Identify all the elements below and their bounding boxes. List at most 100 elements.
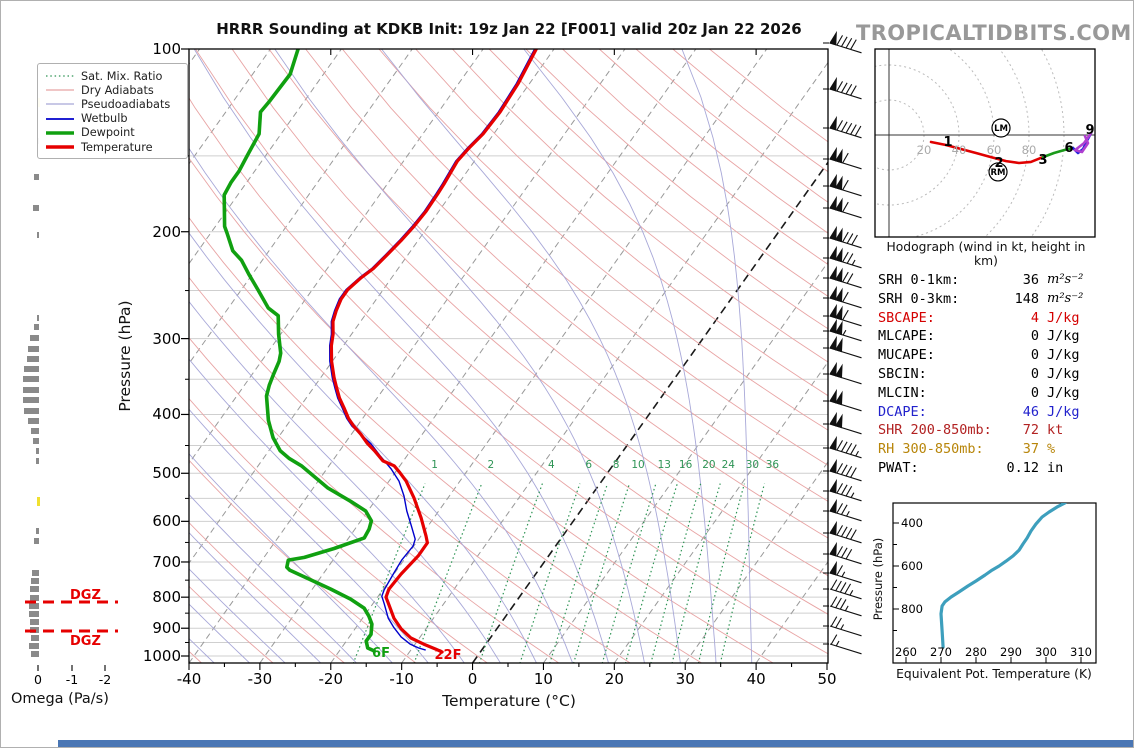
hodograph-ring-label: 80 (1021, 143, 1037, 157)
stat-unit: kt (1047, 422, 1064, 439)
stat-label: DCAPE: (878, 403, 927, 420)
stat-label: MUCAPE: (878, 347, 935, 364)
mixing-ratio-label: 4 (547, 459, 555, 471)
hodograph-ring-label: 40 (951, 143, 967, 157)
stat-value: 72 (1022, 422, 1039, 439)
hodograph: LM RM (874, 48, 1096, 238)
surface-temperature-label: 22F (434, 648, 462, 663)
dgz-label-upper: DGZ (70, 588, 101, 603)
legend-line-sample-pseudo (46, 103, 74, 106)
pressure-tick-label: 500 (152, 464, 181, 483)
legend-line-sample-temperature (46, 145, 74, 149)
legend-line-sample-dry (46, 89, 74, 91)
dgz-label-lower: DGZ (70, 634, 101, 649)
legend-line-sample-dewpoint (46, 131, 74, 135)
thetae-pressure-label: Pressure (hPa) (871, 537, 885, 621)
stat-row-mlcape: MLCAPE: 0 J/kg (878, 328, 1108, 347)
stat-value: 0 (1030, 328, 1039, 345)
stat-value: 0 (1030, 366, 1039, 382)
hodograph-height-label: 9 (1085, 122, 1095, 138)
stat-row-sbcin: SBCIN: 0 J/kg (878, 366, 1108, 385)
stat-label: SBCIN: (878, 366, 927, 382)
temperature-tick-label: 10 (533, 670, 553, 688)
omega-axis-label: Omega (Pa/s) (11, 691, 109, 707)
omega-tick-label: -2 (98, 672, 112, 687)
temperature-tick-label: 50 (817, 670, 837, 688)
stat-unit: in (1047, 460, 1064, 476)
hodograph-ring-label: 60 (986, 143, 1002, 157)
stat-value: 46 (1022, 403, 1039, 420)
stat-row-mlcin: MLCIN: 0 J/kg (878, 385, 1108, 404)
stat-unit: m²s⁻² (1047, 272, 1084, 287)
stat-value: 37 (1022, 441, 1039, 458)
mixing-ratio-label: 10 (631, 459, 645, 471)
temperature-tick-label: -20 (318, 670, 344, 688)
thetae-xtick-label: 300 (1035, 645, 1057, 659)
thetae-xtick-label: 260 (895, 645, 917, 659)
stat-label: MLCIN: (878, 384, 927, 401)
mixing-ratio-label: 6 (585, 459, 593, 471)
legend-item-label: Sat. Mix. Ratio (81, 69, 163, 83)
skewt-background-lines (189, 49, 828, 663)
thetae-xtick-label: 310 (1070, 645, 1092, 659)
stat-row-dcape: DCAPE: 46 J/kg (878, 404, 1108, 423)
stat-unit: J/kg (1047, 328, 1080, 345)
stat-label: RH 300-850mb: (878, 441, 984, 458)
temperature-tick-label: 40 (746, 670, 766, 688)
storm-motion-rm: RM (991, 168, 1006, 178)
temperature-tick-label: 0 (467, 670, 478, 688)
temperature-tick-label: 30 (675, 670, 695, 688)
temperature-axis-label: Temperature (°C) (442, 692, 576, 710)
hodograph-height-label: 2 (994, 156, 1004, 172)
mixing-ratio-label: 36 (765, 459, 780, 471)
pressure-gridlines (189, 155, 828, 657)
legend-item-dry: Dry Adiabats (38, 83, 187, 97)
hodograph-height-label: 1 (943, 135, 953, 151)
legend-box: Sat. Mix. Ratio Dry Adiabats Pseudoadiabat… (37, 63, 188, 160)
storm-motion-lm: LM (994, 124, 1008, 134)
legend-item-satmix: Sat. Mix. Ratio (38, 69, 187, 83)
stat-row-pwat: PWAT: 0.12 in (878, 460, 1108, 479)
legend-item-label: Wetbulb (81, 112, 128, 126)
pressure-axis-label: Pressure (hPa) (116, 300, 134, 412)
theta-e-chart (892, 502, 1097, 664)
pressure-tick-label: 100 (152, 40, 181, 58)
stat-label: SBCAPE: (878, 309, 935, 326)
stat-unit: % (1047, 441, 1056, 458)
legend-line-sample-wetbulb (46, 117, 74, 120)
temperature-tick-label: -10 (389, 670, 414, 688)
legend-item-dewpoint: Dewpoint (38, 126, 187, 140)
stat-unit: m²s⁻² (1047, 290, 1084, 306)
stat-label: SRH 0-1km: (878, 272, 960, 288)
mixing-ratio-label: 8 (612, 459, 620, 471)
thetae-xtick-label: 280 (965, 645, 987, 659)
pressure-tick-label: 900 (152, 619, 181, 638)
thetae-ytick-label: 600 (901, 559, 923, 573)
temperature-tick-label: -30 (247, 670, 273, 688)
stat-row-srh-0-1km: SRH 0-1km: 36 m²s⁻² (878, 272, 1108, 291)
thetae-ytick-label: 400 (901, 516, 923, 530)
stat-label: MLCAPE: (878, 328, 935, 345)
pressure-tick-label: 1000 (142, 647, 181, 665)
pressure-tick-label: 700 (152, 552, 181, 571)
omega-tick-label: -1 (65, 672, 79, 687)
hodograph-height-label: 6 (1064, 141, 1074, 156)
stat-label: SHR 200-850mb: (878, 422, 992, 439)
stat-value: 0 (1030, 384, 1039, 401)
stat-row-mucape: MUCAPE: 0 J/kg (878, 347, 1108, 366)
pressure-tick-label: 800 (152, 588, 181, 607)
legend-line-sample-satmix (46, 75, 74, 77)
thetae-xtick-label: 270 (930, 645, 952, 659)
legend-item-wetbulb: Wetbulb (38, 112, 187, 126)
mixing-ratio-label: 13 (657, 459, 671, 471)
legend-item-label: Temperature (81, 140, 153, 154)
mixing-ratio-label: 16 (678, 459, 693, 471)
legend-item-label: Pseudoadiabats (81, 97, 171, 111)
thetae-axis-label: Equivalent Pot. Temperature (K) (896, 667, 1092, 681)
stat-unit: J/kg (1047, 347, 1080, 364)
stat-value: 4 (1030, 309, 1039, 326)
omega-tick-label: 0 (34, 672, 42, 687)
omega-panel (23, 98, 118, 671)
